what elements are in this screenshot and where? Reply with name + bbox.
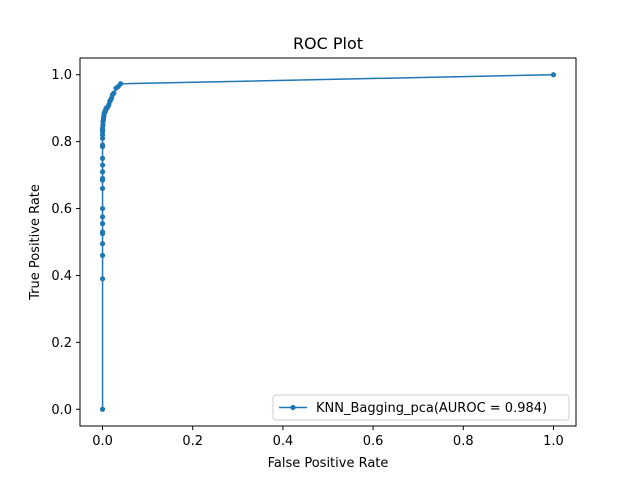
x-axis-ticks: 0.0 0.2 0.4 0.6 0.8 1.0 [92,426,564,449]
y-axis-label: True Positive Rate [28,184,43,301]
roc-point [99,241,106,247]
y-tick-label: 0.8 [51,135,72,150]
y-tick-label: 0.6 [51,202,72,217]
roc-point [99,162,106,168]
roc-point [117,81,124,87]
x-tick-label: 0.0 [92,434,113,449]
x-tick-label: 0.8 [453,434,474,449]
roc-point [99,169,106,175]
roc-point [99,185,106,192]
x-tick-label: 0.4 [273,434,294,449]
y-tick-label: 1.0 [51,68,72,83]
y-tick-label: 0.4 [51,269,72,284]
roc-point [99,214,106,220]
legend: KNN_Bagging_pca(AUROC = 0.984) [272,394,570,421]
x-tick-label: 0.2 [182,434,203,449]
roc-point [99,175,106,182]
y-tick-label: 0.2 [51,336,72,351]
roc-point [99,252,106,258]
roc-point [99,406,106,412]
roc-point [550,72,557,78]
legend-marker-swatch [290,404,296,411]
axes-frame [79,57,577,427]
roc-point [99,276,106,282]
roc-point [99,155,106,161]
chart-title: ROC Plot [293,34,363,53]
x-tick-label: 0.6 [363,434,384,449]
roc-point [99,229,106,235]
roc-point [99,142,106,148]
roc-point [111,90,117,96]
legend-box [272,394,570,421]
legend-entry-label: KNN_Bagging_pca(AUROC = 0.984) [316,401,547,416]
y-axis-ticks: 0.0 0.2 0.4 0.6 0.8 1.0 [51,68,80,418]
y-tick-label: 0.0 [51,403,72,418]
roc-point [99,205,106,212]
series-layer [99,72,557,412]
x-tick-label: 1.0 [543,434,564,449]
x-axis-label: False Positive Rate [268,456,389,471]
roc-point [99,221,106,227]
